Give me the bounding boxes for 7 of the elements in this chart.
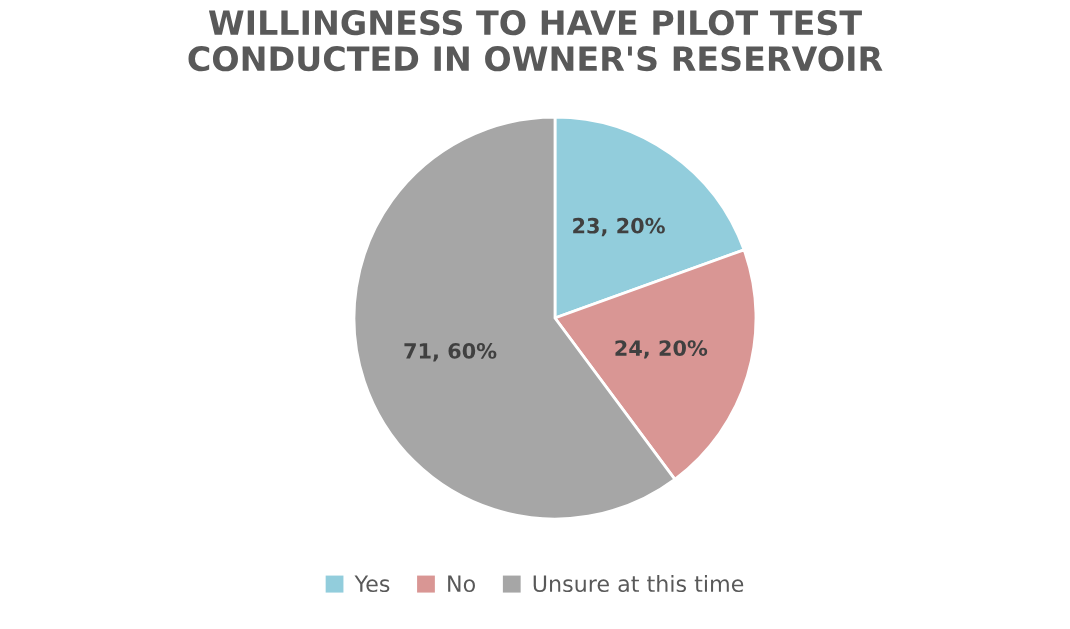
legend-label: Yes [354, 575, 390, 593]
legend-label: Unsure at this time [533, 574, 744, 593]
data-label: 71, 60% [404, 343, 497, 362]
chart-title: WILLINGNESS TO HAVE PILOT TEST CONDUCTED IN OWNER'S RESERVOIR [188, 10, 883, 72]
data-label: 24, 20% [615, 340, 708, 359]
legend-label: No [448, 575, 475, 593]
data-label: 23, 20% [573, 217, 665, 237]
